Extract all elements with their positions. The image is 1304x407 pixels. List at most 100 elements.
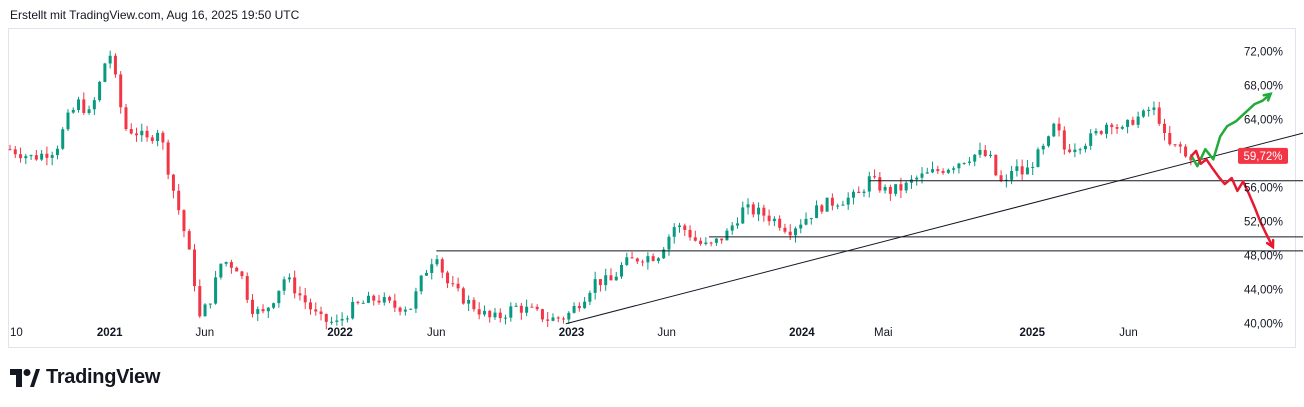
candle-body <box>66 112 70 130</box>
candle-body <box>129 129 133 134</box>
candle-body <box>345 318 349 320</box>
candle-body <box>1052 123 1056 137</box>
candle-body <box>256 309 260 314</box>
projection-down-arrow <box>1190 149 1275 249</box>
candle-body <box>546 319 550 321</box>
candle-body <box>577 305 581 309</box>
y-tick-label: 68,00% <box>1244 80 1283 92</box>
candle-body <box>572 305 576 313</box>
candle-body <box>335 320 339 322</box>
candle-body <box>87 109 91 113</box>
candle-body <box>720 238 724 241</box>
y-tick-label: 40,00% <box>1244 319 1283 331</box>
candle-body <box>393 300 397 308</box>
drawing-lines <box>436 132 1304 325</box>
candle-body <box>1015 166 1019 171</box>
candle-body <box>203 304 207 317</box>
candle-body <box>467 299 471 304</box>
candle-body <box>725 230 729 241</box>
candle-body <box>446 272 450 284</box>
candle-body <box>1041 145 1045 150</box>
candle-body <box>293 277 297 294</box>
candle-body <box>1115 127 1119 129</box>
last-price-label: 59,72% <box>1243 151 1282 163</box>
x-axis: 10 2021 Jun 2022 Jun 2023 Jun 2024 Mai 2025 Jun <box>10 327 1138 339</box>
candle-body <box>1120 126 1124 129</box>
candle-body <box>778 218 782 228</box>
candle-body <box>751 204 755 215</box>
candle-body <box>8 149 12 151</box>
candle-body <box>1025 167 1029 175</box>
candle-body <box>809 218 813 220</box>
tradingview-logo[interactable]: TradingView <box>10 366 160 389</box>
candle-body <box>1057 123 1061 131</box>
candle-body <box>235 267 239 272</box>
candle-body <box>709 242 713 244</box>
candle-body <box>113 55 117 75</box>
candle-body <box>562 318 566 320</box>
candle-body <box>989 154 993 156</box>
candle-body <box>820 205 824 212</box>
candle-body <box>24 156 28 159</box>
candle-body <box>1157 107 1161 124</box>
candle-body <box>124 107 128 130</box>
candle-body <box>530 306 534 308</box>
candle-body <box>746 204 750 208</box>
projection-up-arrow-arrowhead <box>1262 92 1273 102</box>
y-axis: 72,00% 68,00% 64,00% 56,00% 52,00% 48,00% 44,0… <box>1244 46 1283 330</box>
candle-body <box>556 317 560 319</box>
candle-body <box>1105 124 1109 134</box>
candle-body <box>409 308 413 310</box>
candle-body <box>1089 133 1093 146</box>
candle-body <box>314 309 318 312</box>
candle-body <box>45 153 49 158</box>
candle-body <box>1141 110 1145 117</box>
candle-body <box>841 204 845 206</box>
last-price-marker: 59,72% <box>1238 147 1288 164</box>
candle-body <box>883 187 887 191</box>
candle-body <box>762 207 766 216</box>
last-price-badge <box>1238 147 1288 164</box>
candle-body <box>224 262 228 264</box>
candle-body <box>171 174 175 191</box>
chart-frame[interactable] <box>8 28 1296 348</box>
candle-body <box>372 295 376 301</box>
candle-body <box>678 225 682 228</box>
candle-body <box>815 205 819 219</box>
candle-body <box>377 300 381 303</box>
candle-body <box>967 161 971 163</box>
candle-body <box>899 184 903 191</box>
candle-body <box>509 306 513 318</box>
candle-body <box>55 148 59 156</box>
tradingview-logo-text: TradingView <box>46 366 161 388</box>
candle-body <box>208 303 212 305</box>
projection-down-arrow-arrowhead <box>1265 238 1275 250</box>
candle-body <box>477 309 481 315</box>
candle-body <box>667 236 671 250</box>
candle-body <box>156 132 160 141</box>
chart-header-text: Erstellt mit TradingView.com, Aug 16, 20… <box>10 8 300 22</box>
candle-body <box>119 74 123 108</box>
candle-body <box>1068 149 1072 153</box>
x-tick-label: 2021 <box>97 327 123 339</box>
candle-body <box>161 132 165 143</box>
candle-body <box>1047 136 1051 146</box>
candle-body <box>957 163 961 169</box>
candle-body <box>472 299 476 310</box>
candle-body <box>630 257 634 259</box>
x-tick-label: Jun <box>427 327 446 339</box>
candle-body <box>846 197 850 205</box>
candle-body <box>772 218 776 222</box>
candle-body <box>741 207 745 224</box>
candle-body <box>641 261 645 263</box>
candle-body <box>1083 145 1087 150</box>
y-tick-label: 56,00% <box>1244 183 1283 195</box>
candle-body <box>904 182 908 191</box>
candle-body <box>214 277 218 304</box>
candle-body <box>519 305 523 313</box>
candle-body <box>98 81 102 101</box>
candle-body <box>614 276 618 281</box>
candle-body <box>999 175 1003 181</box>
candle-body <box>92 100 96 110</box>
